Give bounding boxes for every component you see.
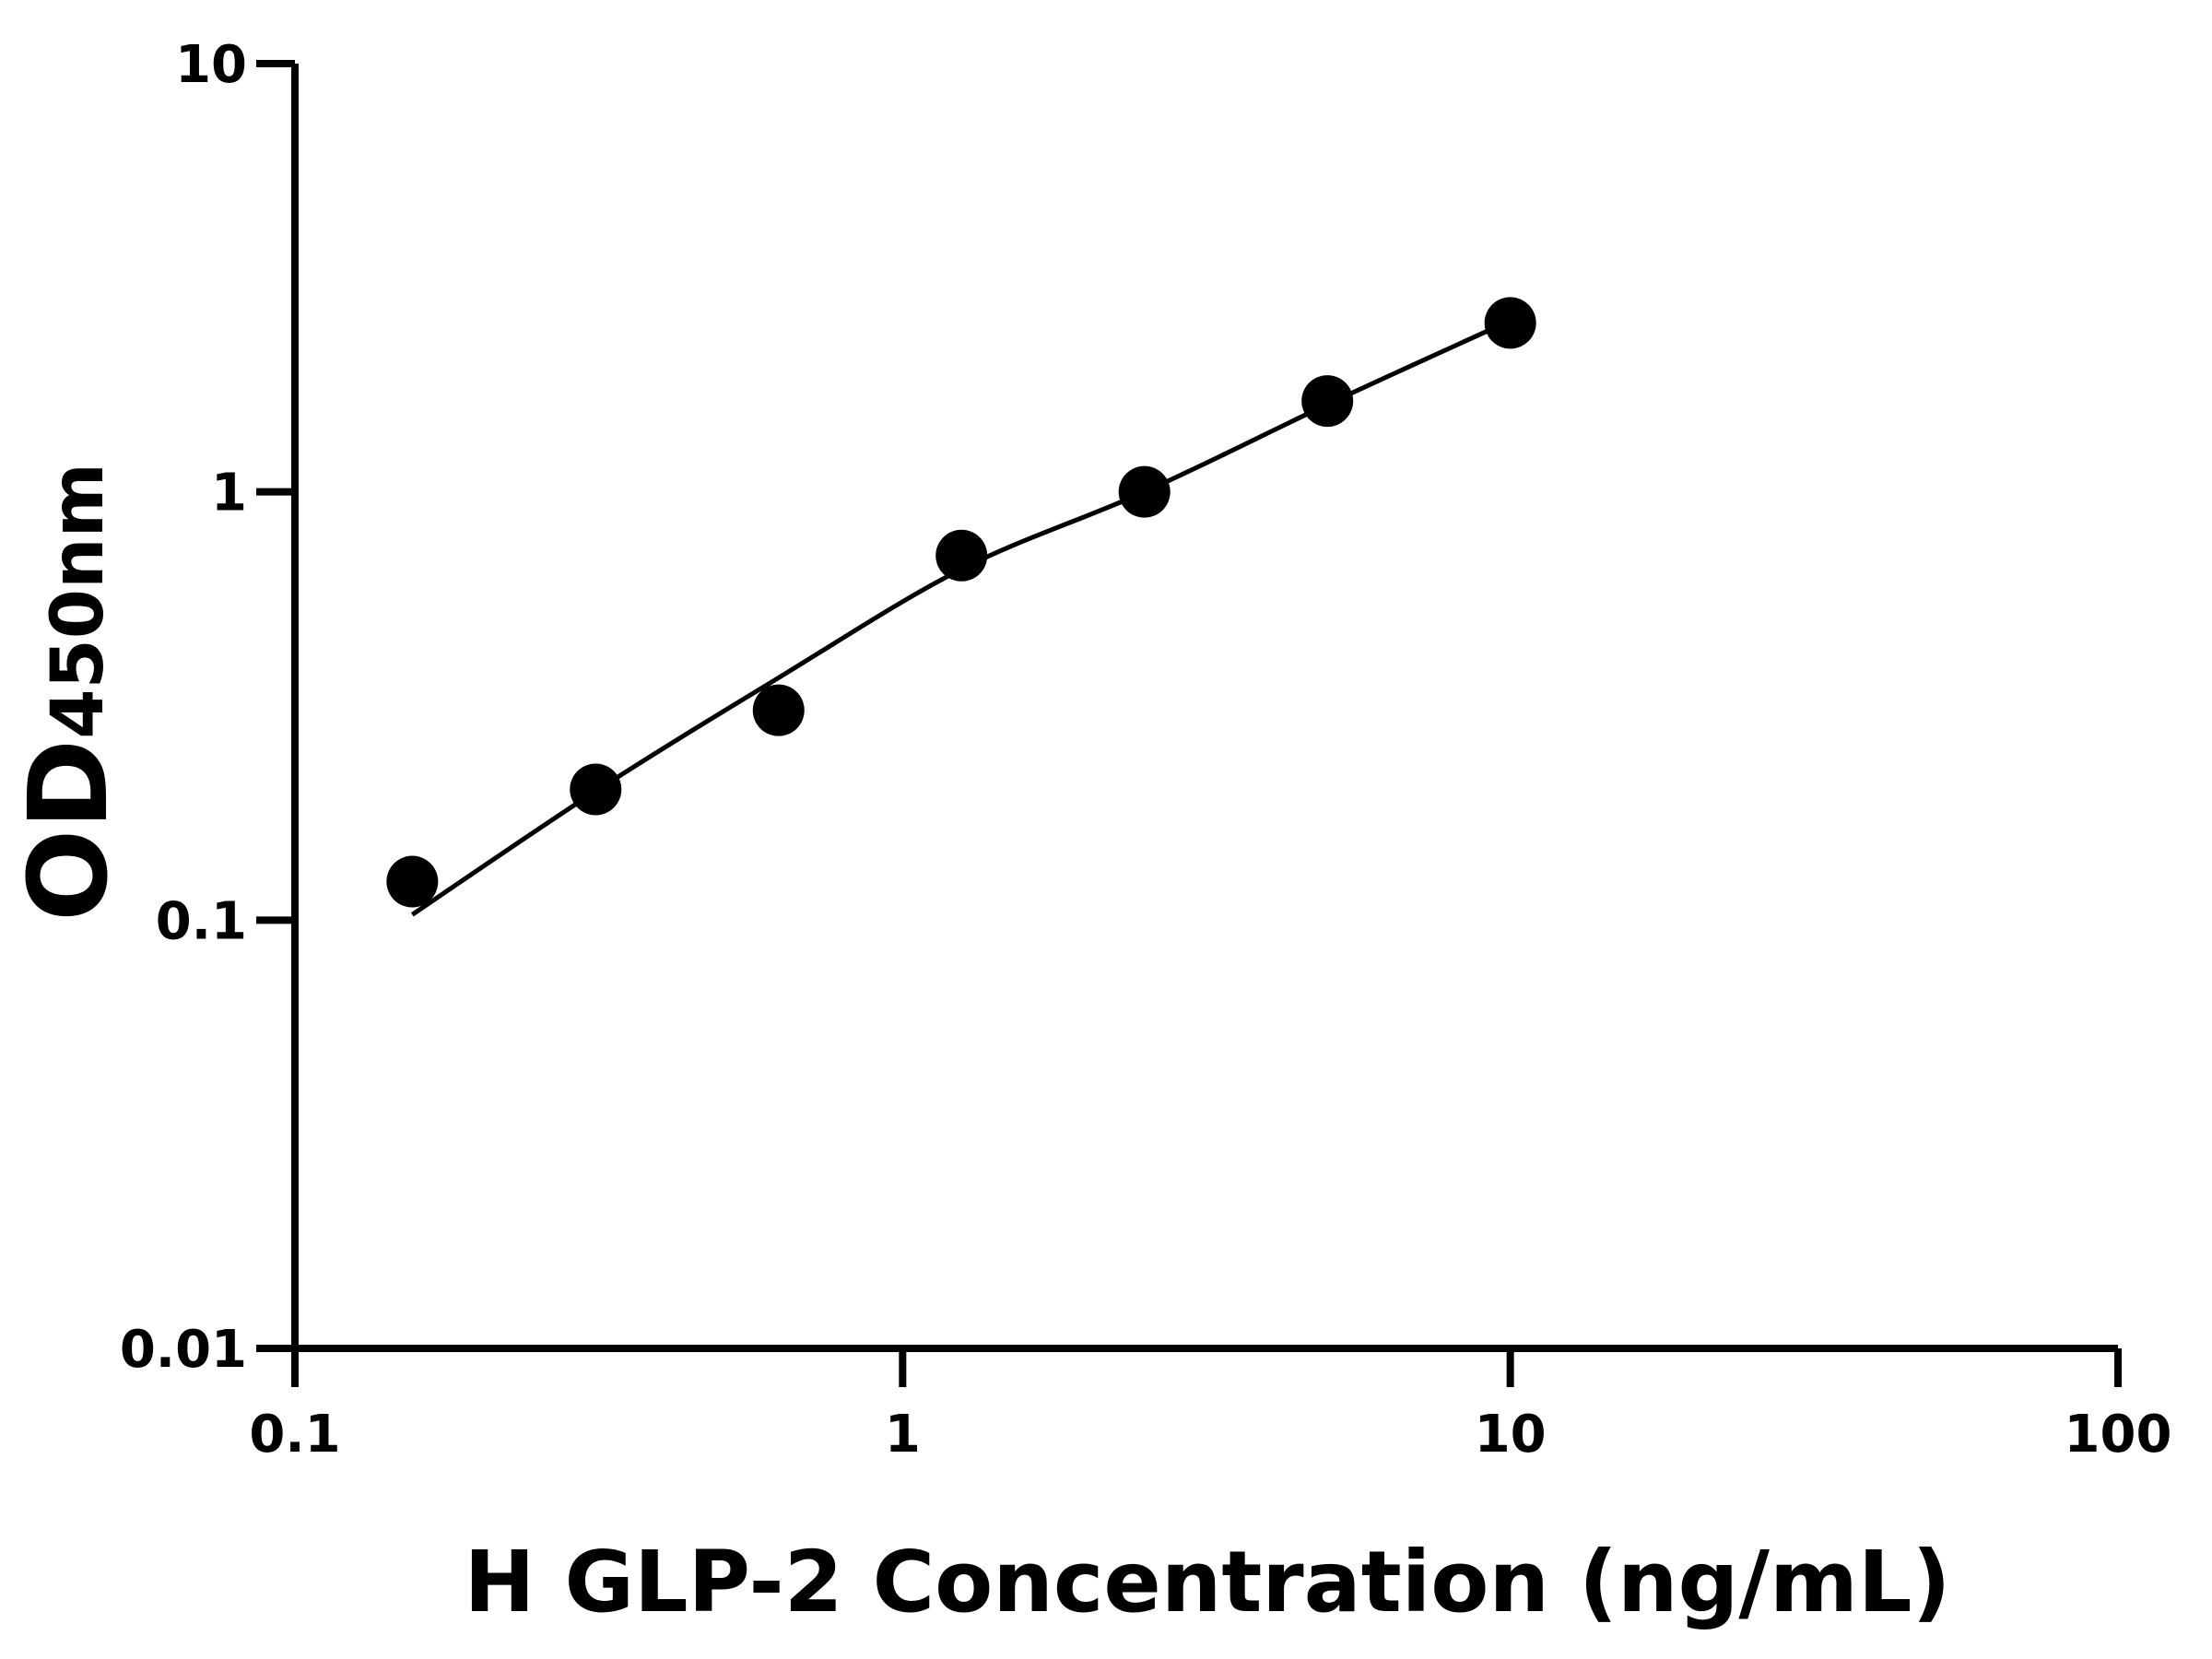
x-axis-title: H GLP-2 Concentration (ng/mL) <box>464 1533 1950 1631</box>
data-point <box>1301 375 1354 428</box>
y-tick-label: 1 <box>211 464 247 524</box>
x-tick-label: 1 <box>885 1405 921 1465</box>
x-tick-label: 0.1 <box>249 1405 340 1465</box>
y-axis-title-sub: 450nm <box>37 463 120 739</box>
x-tick-label: 100 <box>2065 1405 2172 1465</box>
data-point <box>752 684 805 736</box>
data-points <box>386 297 1536 908</box>
y-tick-label: 0.1 <box>156 891 247 951</box>
data-point <box>570 763 622 816</box>
y-axis-title: OD450nm <box>5 463 132 922</box>
y-tick-label: 10 <box>175 35 247 95</box>
y-axis-title-main: OD <box>5 739 132 922</box>
data-point <box>1484 297 1536 349</box>
axes <box>256 60 2122 1387</box>
y-tick-label: 0.01 <box>120 1320 247 1380</box>
data-point <box>1118 465 1171 518</box>
data-point <box>386 855 439 908</box>
data-point <box>935 529 988 582</box>
x-tick-label: 10 <box>1475 1405 1547 1465</box>
